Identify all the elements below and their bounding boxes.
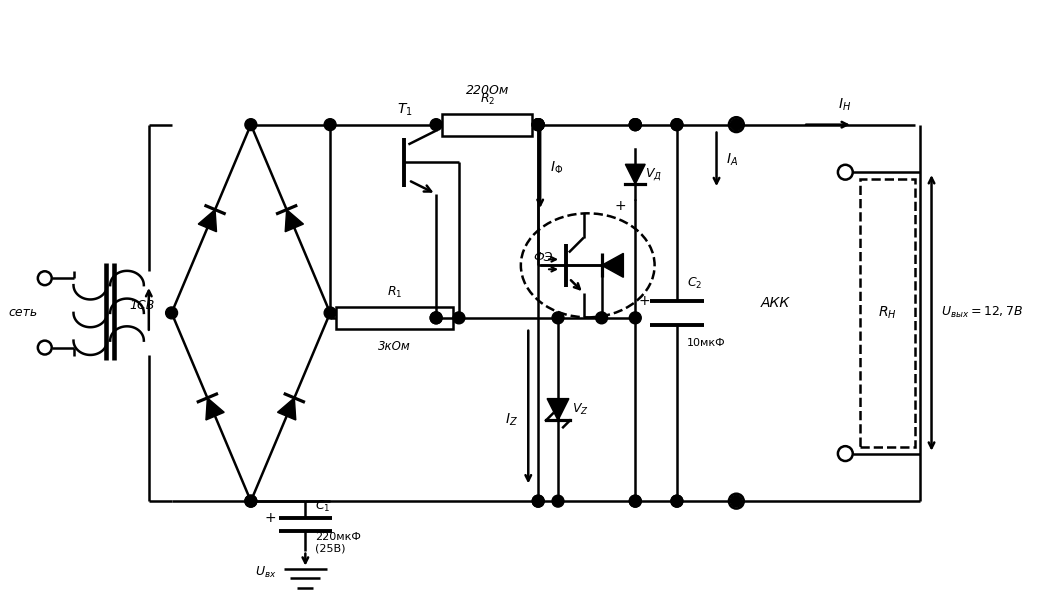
Circle shape bbox=[245, 495, 257, 507]
Text: $T_1$: $T_1$ bbox=[396, 101, 412, 118]
Circle shape bbox=[630, 495, 641, 507]
Text: $R_H$: $R_H$ bbox=[878, 305, 896, 321]
Text: $R_2$: $R_2$ bbox=[479, 92, 495, 107]
Text: 3кОм: 3кОм bbox=[379, 339, 411, 353]
Bar bbox=[442, 114, 532, 136]
Text: +: + bbox=[265, 511, 276, 525]
Text: АКК: АКК bbox=[761, 296, 791, 310]
Circle shape bbox=[430, 312, 442, 324]
Circle shape bbox=[552, 312, 564, 324]
Polygon shape bbox=[547, 399, 569, 420]
Bar bbox=[860, 179, 914, 447]
Circle shape bbox=[430, 312, 442, 324]
Circle shape bbox=[532, 119, 544, 131]
Circle shape bbox=[324, 119, 336, 131]
Circle shape bbox=[630, 312, 641, 324]
Text: $C_1$: $C_1$ bbox=[315, 499, 331, 514]
Text: $C_2$: $C_2$ bbox=[687, 276, 702, 291]
Circle shape bbox=[630, 495, 641, 507]
Circle shape bbox=[245, 119, 257, 131]
Polygon shape bbox=[199, 210, 217, 232]
Text: 220мкФ
(25В): 220мкФ (25В) bbox=[315, 532, 361, 554]
Circle shape bbox=[595, 312, 608, 324]
Text: ФЭ: ФЭ bbox=[533, 251, 553, 264]
Text: $I_Z$: $I_Z$ bbox=[505, 411, 519, 428]
Text: $U_{вых}=12,7В$: $U_{вых}=12,7В$ bbox=[941, 305, 1024, 320]
Polygon shape bbox=[206, 398, 224, 420]
Text: +: + bbox=[615, 199, 627, 213]
Polygon shape bbox=[626, 164, 645, 184]
Circle shape bbox=[430, 119, 442, 131]
Text: $I_A$: $I_A$ bbox=[726, 151, 738, 168]
Text: 1СВ: 1СВ bbox=[129, 300, 155, 312]
Text: $U_{вх}$: $U_{вх}$ bbox=[255, 565, 276, 580]
Polygon shape bbox=[286, 210, 303, 232]
Circle shape bbox=[670, 119, 683, 131]
Circle shape bbox=[532, 119, 544, 131]
Circle shape bbox=[532, 119, 544, 131]
Text: $I_Φ$: $I_Φ$ bbox=[550, 160, 564, 176]
Circle shape bbox=[165, 307, 178, 319]
Circle shape bbox=[630, 119, 641, 131]
Text: $R_1$: $R_1$ bbox=[387, 285, 403, 300]
Circle shape bbox=[552, 495, 564, 507]
Circle shape bbox=[245, 495, 257, 507]
Circle shape bbox=[453, 312, 464, 324]
Circle shape bbox=[730, 495, 743, 507]
Circle shape bbox=[630, 119, 641, 131]
Circle shape bbox=[532, 119, 544, 131]
Text: $V_Д$: $V_Д$ bbox=[645, 166, 662, 182]
Circle shape bbox=[532, 495, 544, 507]
Text: $V_Z$: $V_Z$ bbox=[572, 402, 589, 417]
Text: $I_H$: $I_H$ bbox=[838, 96, 851, 113]
Circle shape bbox=[730, 119, 743, 131]
Circle shape bbox=[670, 119, 683, 131]
Circle shape bbox=[324, 307, 336, 319]
Text: +: + bbox=[638, 294, 650, 308]
Circle shape bbox=[532, 495, 544, 507]
Polygon shape bbox=[277, 398, 296, 420]
Text: 220Ом: 220Ом bbox=[465, 84, 508, 97]
Circle shape bbox=[630, 119, 641, 131]
Bar bbox=[336, 307, 453, 329]
Circle shape bbox=[670, 495, 683, 507]
Text: 10мкФ: 10мкФ bbox=[687, 338, 726, 348]
Polygon shape bbox=[601, 253, 623, 277]
Circle shape bbox=[670, 495, 683, 507]
Text: сеть: сеть bbox=[8, 306, 38, 320]
